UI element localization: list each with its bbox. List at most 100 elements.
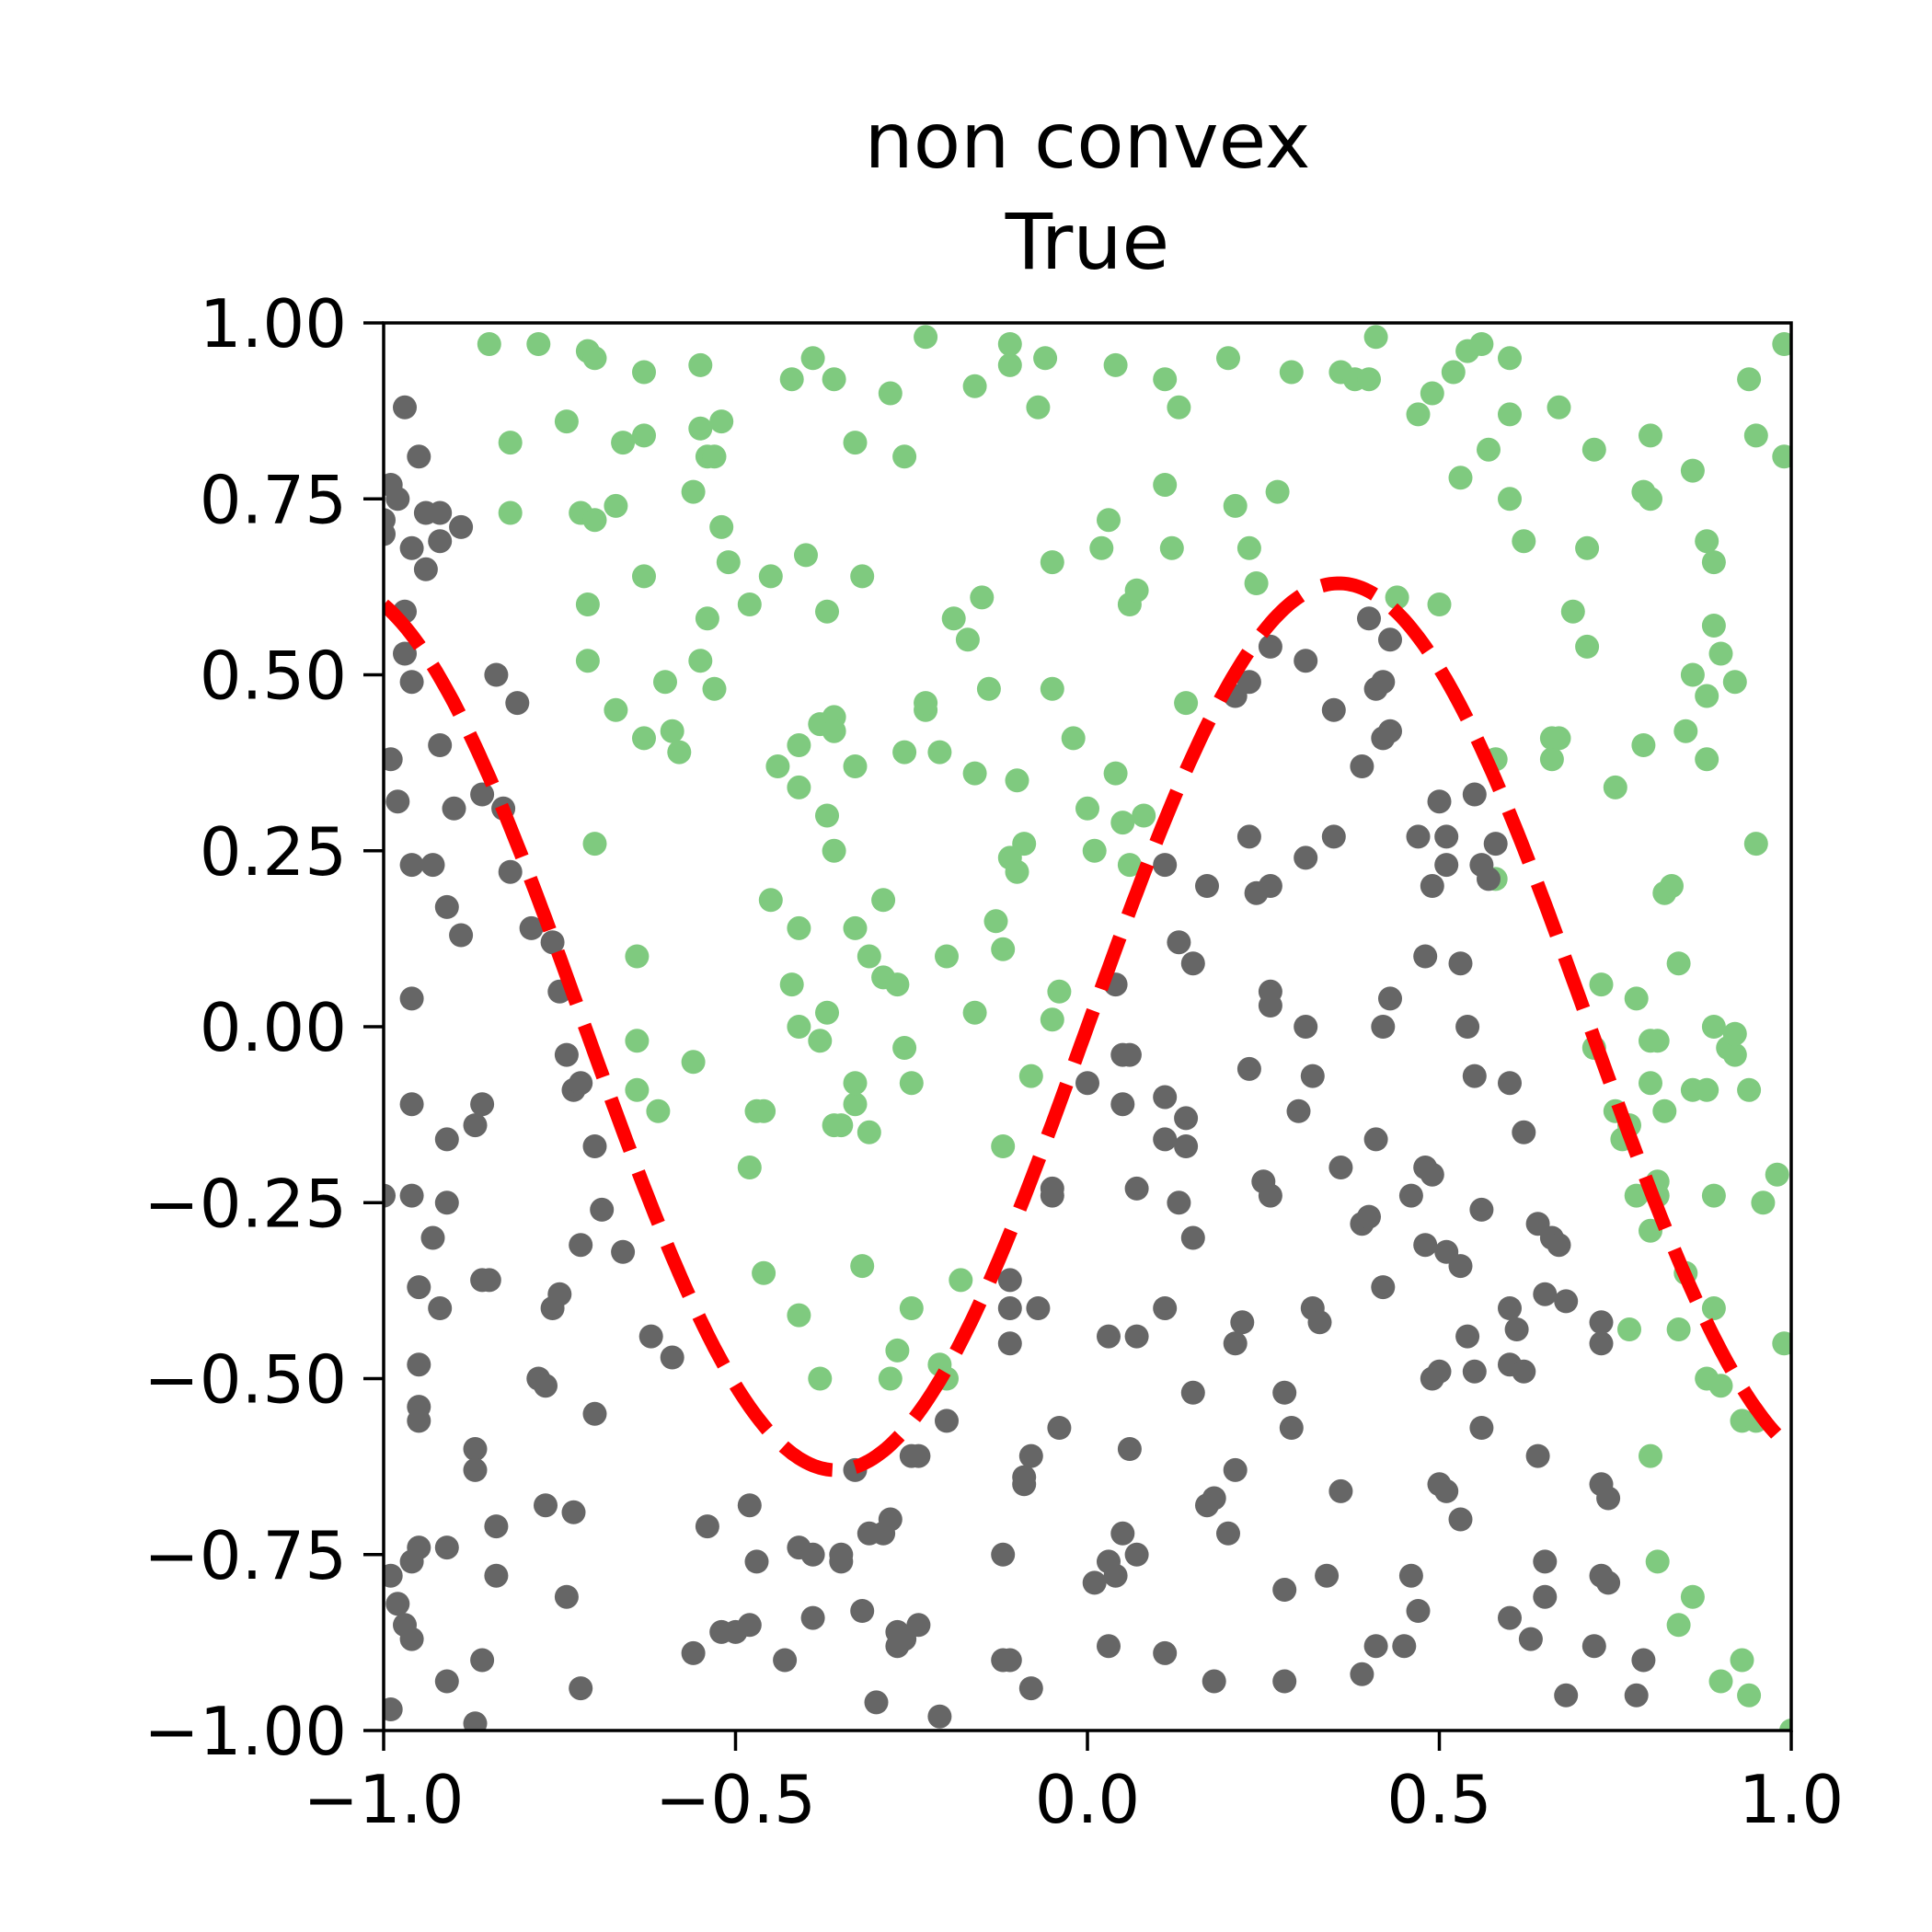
point-green-5 — [688, 352, 713, 377]
point-green-61 — [1097, 508, 1121, 533]
point-gray-213 — [1167, 930, 1191, 955]
point-gray-42 — [434, 1190, 459, 1215]
x-tick-label: 0.5 — [1386, 1761, 1492, 1838]
point-gray-136 — [1406, 1599, 1431, 1623]
point-gray-142 — [1533, 1584, 1558, 1609]
point-gray-246 — [1321, 697, 1346, 722]
point-green-102 — [688, 649, 713, 673]
point-green-32 — [1772, 332, 1791, 356]
point-green-162 — [1047, 979, 1072, 1004]
point-green-7 — [800, 346, 825, 371]
point-gray-59 — [582, 1401, 607, 1426]
point-gray-115 — [1082, 1570, 1107, 1595]
point-gray-203 — [1554, 1289, 1579, 1314]
point-gray-233 — [1448, 951, 1473, 976]
point-gray-164 — [1174, 1106, 1199, 1131]
point-green-19 — [1279, 360, 1304, 385]
point-gray-162 — [1153, 1085, 1178, 1110]
point-green-67 — [1223, 493, 1248, 518]
point-green-45 — [702, 444, 727, 469]
point-green-72 — [1427, 592, 1452, 616]
point-green-105 — [765, 754, 790, 778]
point-gray-166 — [1180, 1225, 1205, 1250]
point-gray-206 — [1589, 1331, 1614, 1356]
point-gray-159 — [1124, 1324, 1149, 1349]
point-green-13 — [997, 352, 1022, 377]
point-gray-26 — [434, 894, 459, 919]
point-gray-243 — [1236, 670, 1261, 695]
point-green-14 — [1033, 346, 1058, 371]
point-green-12 — [997, 332, 1022, 356]
point-green-136 — [1547, 726, 1571, 751]
point-gray-72 — [385, 1592, 410, 1616]
point-gray-81 — [737, 1493, 762, 1518]
point-gray-84 — [800, 1542, 825, 1567]
point-gray-161 — [1153, 1127, 1178, 1152]
y-tick-label: 0.25 — [200, 813, 347, 891]
point-green-73 — [1448, 466, 1473, 490]
point-green-70 — [1265, 479, 1290, 504]
point-green-170 — [1695, 1077, 1719, 1102]
point-green-56 — [941, 606, 966, 631]
point-gray-192 — [1462, 1359, 1487, 1384]
point-gray-124 — [1202, 1486, 1226, 1511]
point-gray-181 — [1363, 1127, 1388, 1152]
point-green-218 — [1701, 1296, 1726, 1320]
point-green-146 — [758, 888, 783, 913]
point-gray-222 — [1294, 1015, 1318, 1039]
point-green-50 — [758, 564, 783, 589]
point-green-132 — [1174, 691, 1199, 716]
point-gray-226 — [1371, 1015, 1396, 1039]
scatter-points — [384, 325, 1791, 1731]
point-gray-63 — [534, 1493, 558, 1518]
point-gray-149 — [1596, 1570, 1621, 1595]
point-gray-155 — [1026, 1296, 1051, 1320]
point-gray-188 — [1427, 1359, 1452, 1384]
point-gray-37 — [463, 1113, 488, 1138]
point-green-63 — [1124, 578, 1149, 603]
point-gray-57 — [534, 1374, 558, 1398]
point-gray-105 — [864, 1690, 889, 1715]
y-tick-label: −0.50 — [144, 1341, 347, 1419]
point-green-16 — [1103, 352, 1128, 377]
point-gray-118 — [1110, 1521, 1135, 1546]
point-green-214 — [949, 1268, 973, 1293]
point-gray-241 — [1512, 1120, 1536, 1144]
point-green-38 — [582, 508, 607, 533]
point-green-164 — [1589, 972, 1614, 997]
point-green-55 — [892, 444, 917, 469]
point-gray-106 — [927, 1704, 952, 1729]
point-green-125 — [1061, 726, 1086, 751]
point-green-48 — [716, 550, 741, 575]
point-gray-215 — [1195, 874, 1219, 898]
point-green-75 — [1498, 487, 1522, 512]
boundary-curve — [384, 576, 1791, 1478]
point-green-26 — [1441, 360, 1466, 385]
point-gray-47 — [407, 1275, 431, 1300]
point-green-43 — [688, 416, 713, 441]
point-gray-133 — [1363, 1634, 1388, 1659]
y-tick-label: 0.50 — [200, 638, 347, 715]
point-green-161 — [1040, 1007, 1064, 1032]
point-gray-31 — [399, 986, 424, 1011]
point-gray-195 — [1498, 1296, 1522, 1320]
point-green-81 — [1575, 535, 1600, 560]
point-green-76 — [1498, 402, 1522, 427]
point-gray-1 — [407, 444, 431, 469]
point-green-176 — [1639, 1071, 1662, 1096]
point-gray-67 — [399, 1549, 424, 1574]
point-gray-239 — [1483, 832, 1508, 857]
point-gray-214 — [1180, 951, 1205, 976]
point-gray-5 — [413, 557, 438, 581]
point-green-198 — [1639, 1218, 1662, 1243]
point-gray-29 — [540, 930, 565, 955]
point-green-123 — [1012, 832, 1037, 857]
point-gray-170 — [1230, 1310, 1255, 1335]
point-green-211 — [899, 1296, 924, 1320]
point-green-6 — [779, 367, 804, 392]
point-green-151 — [815, 1000, 839, 1025]
point-gray-139 — [1448, 1507, 1473, 1532]
point-gray-138 — [1434, 1478, 1459, 1503]
point-gray-225 — [1321, 824, 1346, 849]
x-tick-label: 0.0 — [1035, 1761, 1141, 1838]
